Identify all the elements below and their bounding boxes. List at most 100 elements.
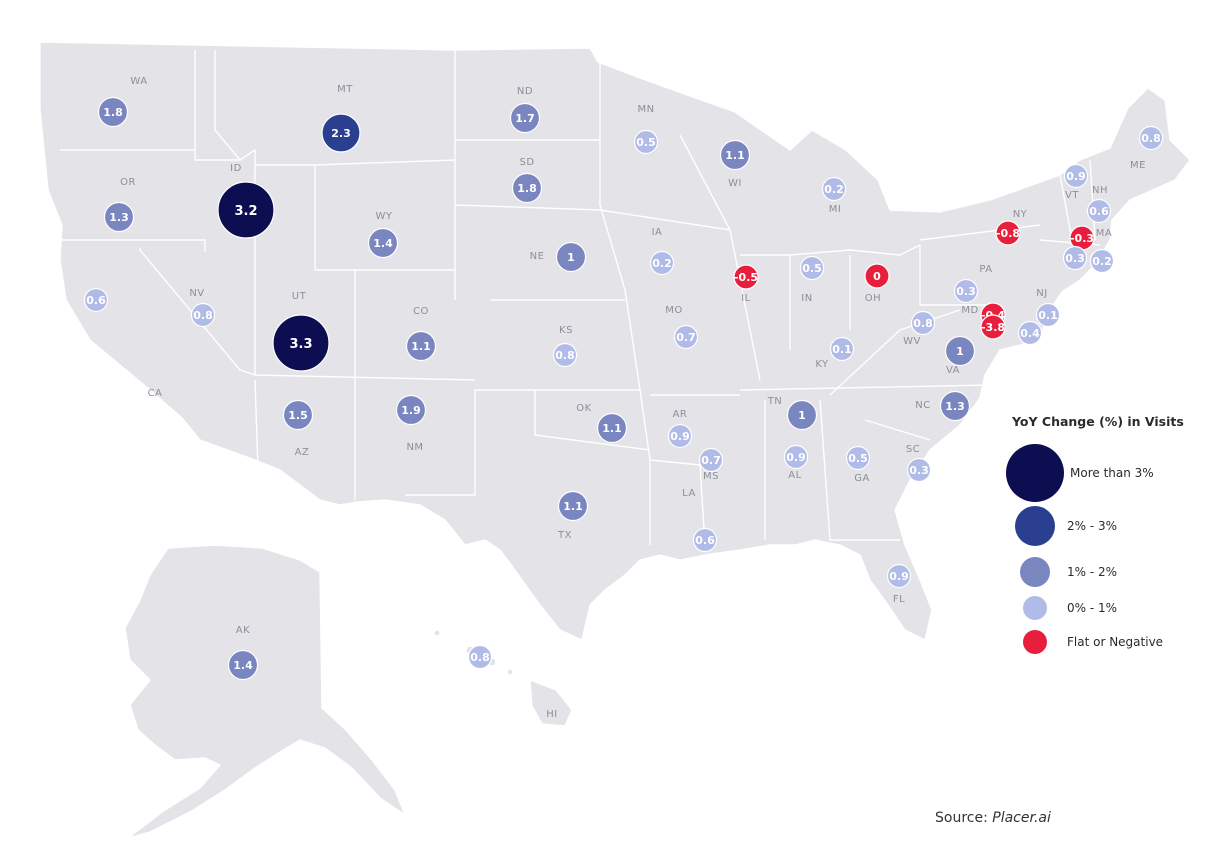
bubble-circle-dc <box>980 314 1006 340</box>
bubble-value-va: 1 <box>956 345 964 358</box>
state-label-id: ID <box>230 163 242 174</box>
bubble-circle-ne <box>555 241 587 273</box>
bubble-circle-oh <box>864 263 890 289</box>
state-label-nd: ND <box>517 86 533 97</box>
state-label-sc: SC <box>906 444 920 455</box>
bubble-circle-mn <box>633 129 659 155</box>
state-label-ne: NE <box>530 251 545 262</box>
bubble-circle-ms <box>698 447 724 473</box>
bubble-ak: 1.4 <box>227 649 259 681</box>
state-label-or: OR <box>120 177 136 188</box>
bubble-circle-ct <box>1062 245 1088 271</box>
bubble-nh: 0.6 <box>1086 198 1112 224</box>
bubble-value-ga: 0.5 <box>848 452 868 465</box>
state-label-wa: WA <box>130 76 147 87</box>
bubble-circle-ks <box>552 342 578 368</box>
legend-label-1-to-2: 1% - 2% <box>1067 565 1118 579</box>
state-label-pa: PA <box>979 264 992 275</box>
bubble-value-la: 0.6 <box>695 534 715 547</box>
bubble-mo: 0.7 <box>673 324 699 350</box>
bubble-tn: 1 <box>786 399 818 431</box>
bubble-ut: 3.3 <box>272 314 330 372</box>
bubble-circle-ca <box>83 287 109 313</box>
bubble-value-ut: 3.3 <box>289 337 312 352</box>
bubble-oh: 0 <box>864 263 890 289</box>
bubble-value-al: 0.9 <box>786 451 806 464</box>
state-label-tx: TX <box>557 530 572 541</box>
bubble-az: 1.5 <box>282 399 314 431</box>
bubble-circle-mo <box>673 324 699 350</box>
state-label-md: MD <box>961 305 978 316</box>
state-label-nh: NH <box>1092 185 1108 196</box>
legend-title: YoY Change (%) in Visits <box>1012 414 1184 429</box>
bubble-ga: 0.5 <box>845 445 871 471</box>
bubble-co: 1.1 <box>405 330 437 362</box>
state-value-bubbles: 1.8 1.3 0.6 0.8 3.2 2.3 1.4 3.3 1.1 1.5 1.9 1.7 1.8 1… <box>83 96 1164 681</box>
bubble-circle-ny <box>995 220 1021 246</box>
bubble-tx: 1.1 <box>557 490 589 522</box>
bubble-value-de: 0.4 <box>1020 327 1040 340</box>
legend-swatch-0-to-1 <box>1023 596 1047 620</box>
legend-label-0-to-1: 0% - 1% <box>1067 601 1118 615</box>
bubble-value-ky: 0.1 <box>832 343 852 356</box>
bubble-circle-sd <box>511 172 543 204</box>
state-label-tn: TN <box>767 396 783 407</box>
hawaii-island-1 <box>433 629 441 637</box>
bubble-value-nv: 0.8 <box>193 309 213 322</box>
bubble-me: 0.8 <box>1138 125 1164 151</box>
bubble-value-ma: -0.3 <box>1070 232 1094 245</box>
bubble-circle-nm <box>395 394 427 426</box>
bubble-value-ct: 0.3 <box>1065 252 1085 265</box>
state-label-in: IN <box>801 293 812 304</box>
bubble-circle-la <box>692 527 718 553</box>
bubble-circle-nv <box>190 302 216 328</box>
bubble-va: 1 <box>944 335 976 367</box>
bubble-value-ca: 0.6 <box>86 294 106 307</box>
bubble-ar: 0.9 <box>667 423 693 449</box>
state-abbreviation-labels: WA OR CA NV ID MT WY UT CO AZ NM ND SD NE KS OK TX MN IA MO… <box>120 76 1145 720</box>
bubble-value-in: 0.5 <box>802 262 822 275</box>
state-label-mo: MO <box>665 305 683 316</box>
bubble-circle-sc <box>906 457 932 483</box>
bubble-nd: 1.7 <box>509 102 541 134</box>
bubble-value-co: 1.1 <box>411 340 431 353</box>
state-label-ga: GA <box>854 473 870 484</box>
bubble-value-me: 0.8 <box>1141 132 1161 145</box>
bubble-circle-il <box>733 264 759 290</box>
state-label-la: LA <box>682 488 696 499</box>
bubble-wy: 1.4 <box>367 227 399 259</box>
bubble-circle-wy <box>367 227 399 259</box>
bubble-circle-tx <box>557 490 589 522</box>
bubble-wv: 0.8 <box>910 310 936 336</box>
legend-swatch-2-to-3 <box>1015 506 1055 546</box>
bubble-circle-ri <box>1089 248 1115 274</box>
state-label-vt: VT <box>1065 190 1079 201</box>
legend-swatch-1-to-2 <box>1020 557 1050 587</box>
bubble-circle-co <box>405 330 437 362</box>
source-credit: Source: Placer.ai <box>935 810 1051 826</box>
bubble-sc: 0.3 <box>906 457 932 483</box>
bubble-circle-mi <box>821 176 847 202</box>
state-label-al: AL <box>788 470 801 481</box>
bubble-in: 0.5 <box>799 255 825 281</box>
bubble-circle-tn <box>786 399 818 431</box>
bubble-circle-ar <box>667 423 693 449</box>
bubble-vt: 0.9 <box>1063 163 1089 189</box>
bubble-ri: 0.2 <box>1089 248 1115 274</box>
bubble-value-sd: 1.8 <box>517 182 537 195</box>
bubble-circle-hi <box>467 644 493 670</box>
state-label-ca: CA <box>148 388 163 399</box>
state-label-nm: NM <box>406 442 423 453</box>
bubble-ks: 0.8 <box>552 342 578 368</box>
bubble-value-mo: 0.7 <box>676 331 696 344</box>
state-label-wy: WY <box>376 211 393 222</box>
bubble-value-hi: 0.8 <box>470 651 490 664</box>
state-label-il: IL <box>741 293 751 304</box>
state-label-mt: MT <box>337 84 353 95</box>
bubble-dc: -3.8 <box>980 314 1006 340</box>
bubble-circle-wa <box>97 96 129 128</box>
bubble-value-ks: 0.8 <box>555 349 575 362</box>
bubble-value-nc: 1.3 <box>945 400 965 413</box>
state-label-mn: MN <box>637 104 654 115</box>
bubble-value-nd: 1.7 <box>515 112 535 125</box>
